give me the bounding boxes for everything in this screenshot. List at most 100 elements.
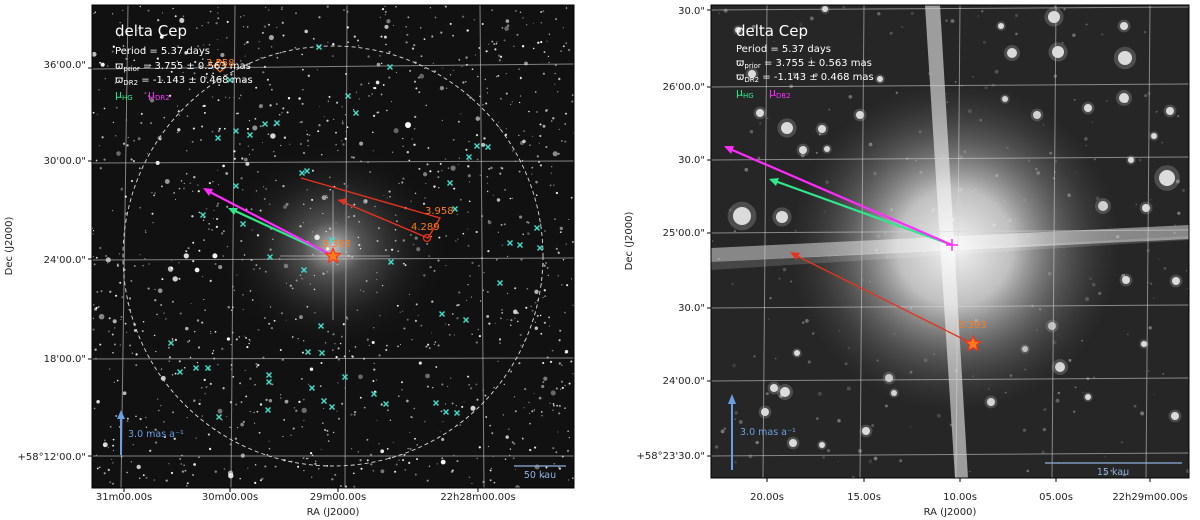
field-star bbox=[441, 170, 443, 172]
field-star bbox=[452, 34, 455, 37]
faint-star bbox=[828, 108, 831, 111]
field-star bbox=[539, 223, 542, 225]
field-star bbox=[118, 253, 120, 255]
field-star bbox=[407, 447, 409, 450]
field-star bbox=[514, 287, 517, 290]
field-star bbox=[545, 109, 548, 112]
field-star bbox=[418, 91, 421, 94]
neighbor-marker bbox=[329, 237, 335, 243]
neighbor-marker bbox=[240, 221, 246, 227]
faint-star bbox=[1022, 428, 1027, 432]
field-star bbox=[543, 475, 545, 478]
field-star bbox=[248, 120, 251, 122]
field-star bbox=[204, 392, 206, 395]
field-star bbox=[487, 220, 492, 225]
neighbor-marker bbox=[329, 404, 335, 410]
field-star bbox=[565, 7, 568, 9]
field-star bbox=[142, 474, 145, 477]
field-star bbox=[370, 463, 373, 466]
field-star bbox=[505, 73, 507, 75]
field-star bbox=[417, 76, 420, 79]
field-star bbox=[553, 462, 556, 465]
field-star bbox=[469, 96, 472, 99]
field-star bbox=[306, 457, 309, 460]
field-star bbox=[122, 9, 124, 12]
field-star bbox=[495, 76, 498, 78]
field-star bbox=[528, 412, 531, 415]
field-star bbox=[543, 289, 546, 292]
field-star bbox=[437, 344, 440, 347]
field-star bbox=[770, 384, 778, 392]
field-star bbox=[555, 191, 559, 195]
right-dec-gridline bbox=[711, 156, 1189, 161]
field-star bbox=[286, 111, 289, 114]
faint-star bbox=[868, 459, 873, 464]
field-star bbox=[280, 394, 282, 396]
field-star bbox=[239, 16, 242, 18]
field-star bbox=[527, 221, 530, 224]
right-ytick-4: 30.0" bbox=[678, 303, 705, 314]
field-star bbox=[112, 45, 115, 48]
faint-star bbox=[1135, 203, 1138, 206]
field-star bbox=[347, 41, 349, 43]
faint-star bbox=[809, 16, 814, 21]
field-star bbox=[398, 459, 400, 461]
field-star bbox=[481, 23, 484, 25]
field-star bbox=[154, 288, 156, 291]
faint-star bbox=[969, 471, 971, 473]
field-star bbox=[177, 110, 180, 113]
field-star bbox=[280, 397, 282, 399]
neighbor-marker bbox=[388, 259, 394, 265]
field-star bbox=[283, 419, 286, 421]
field-star bbox=[172, 411, 174, 414]
field-star bbox=[761, 408, 769, 416]
field-star bbox=[441, 437, 445, 441]
field-star bbox=[566, 284, 569, 287]
faint-star bbox=[846, 386, 851, 391]
field-star bbox=[434, 341, 437, 343]
field-star bbox=[326, 5, 329, 8]
field-star bbox=[295, 12, 297, 14]
faint-star bbox=[815, 62, 817, 64]
field-star bbox=[226, 20, 229, 23]
field-star bbox=[534, 446, 537, 449]
neighbor-marker bbox=[342, 374, 348, 380]
field-star bbox=[295, 409, 298, 412]
field-star bbox=[418, 167, 421, 170]
field-star bbox=[92, 317, 95, 320]
field-star bbox=[559, 231, 562, 233]
field-star bbox=[375, 80, 380, 85]
field-star bbox=[246, 346, 249, 349]
right-xtick-00: 22h29m00.00s bbox=[1112, 492, 1187, 503]
field-star bbox=[319, 106, 321, 108]
field-star bbox=[223, 127, 226, 130]
field-star bbox=[126, 144, 129, 147]
field-star bbox=[493, 42, 496, 46]
field-star bbox=[402, 137, 404, 140]
field-star bbox=[380, 93, 383, 96]
field-star bbox=[483, 272, 485, 274]
field-star bbox=[145, 426, 148, 428]
field-star bbox=[819, 442, 825, 448]
field-star bbox=[457, 164, 460, 166]
neighbor-marker bbox=[262, 121, 268, 127]
field-star bbox=[529, 448, 532, 452]
field-star bbox=[439, 431, 441, 433]
field-star bbox=[121, 187, 123, 189]
field-star bbox=[216, 58, 219, 61]
faint-star bbox=[1091, 121, 1094, 124]
field-star bbox=[570, 360, 573, 363]
faint-star bbox=[899, 459, 903, 463]
field-star bbox=[337, 382, 339, 384]
field-star bbox=[161, 278, 164, 281]
field-star bbox=[188, 340, 191, 342]
field-star bbox=[319, 385, 322, 387]
field-star bbox=[552, 404, 555, 407]
left-ytick-30: 30'00.0" bbox=[44, 156, 86, 167]
field-star bbox=[556, 90, 559, 93]
faint-star bbox=[811, 332, 815, 335]
neighbor-marker bbox=[274, 120, 280, 126]
field-star bbox=[336, 101, 339, 104]
field-star bbox=[300, 377, 303, 380]
field-star bbox=[176, 60, 179, 63]
